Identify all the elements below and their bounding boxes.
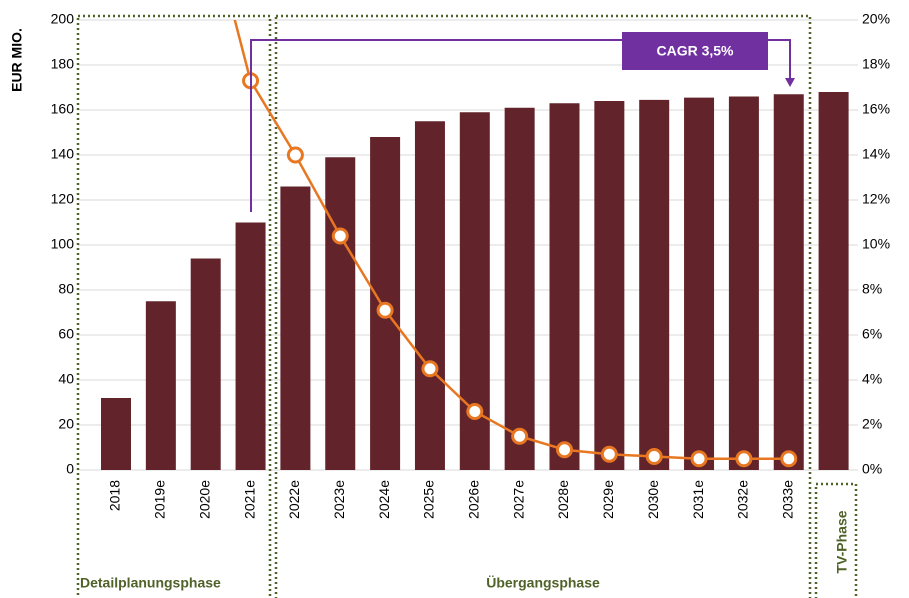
- line-marker: [780, 450, 798, 468]
- x-tick-label: 2027e: [510, 480, 526, 519]
- line-marker: [735, 450, 753, 468]
- bar: [190, 258, 221, 470]
- x-tick-label: 2024e: [376, 480, 392, 519]
- bar: [235, 222, 266, 470]
- y-tick-label: 160: [51, 101, 75, 117]
- x-tick-label: 2026e: [466, 480, 482, 519]
- bar: [414, 121, 445, 470]
- y2-tick-label: 2%: [862, 416, 882, 432]
- phase-box: [76, 14, 272, 598]
- bar: [684, 97, 715, 470]
- line-marker: [556, 441, 573, 459]
- line-marker: [286, 146, 304, 164]
- annotation: CAGR 3,5%: [656, 43, 734, 59]
- x-tick-label: 2032e: [735, 480, 751, 519]
- x-tick-label: 2025e: [421, 480, 437, 519]
- line-marker: [331, 227, 349, 245]
- y2-tick-label: 20%: [862, 11, 890, 27]
- x-tick-label: 2018: [107, 480, 123, 511]
- y-tick-label: 0: [66, 461, 74, 477]
- line-marker: [376, 301, 394, 319]
- bar: [280, 186, 311, 470]
- y2-tick-label: 16%: [862, 101, 890, 117]
- x-tick-label: 2028e: [555, 480, 571, 519]
- y-tick-label: 180: [51, 56, 75, 72]
- x-tick-label: 2022e: [286, 480, 302, 519]
- y2-tick-label: 4%: [862, 371, 882, 387]
- line-marker: [600, 445, 618, 463]
- line-marker: [511, 427, 529, 445]
- y-tick-label: 100: [51, 236, 75, 252]
- phase-box: [814, 482, 858, 598]
- bar: [728, 96, 759, 470]
- y2-tick-label: 8%: [862, 281, 882, 297]
- cagr-arrow: [785, 78, 795, 87]
- phase-label: Übergangsphase: [486, 575, 600, 591]
- x-tick-label: 2031e: [690, 480, 706, 519]
- y2-tick-label: 18%: [862, 56, 890, 72]
- y-tick-label: 20: [58, 416, 74, 432]
- line-marker: [690, 450, 708, 468]
- bar: [325, 157, 356, 470]
- phase-label: TV-Phase: [834, 510, 850, 573]
- y2-tick-label: 10%: [862, 236, 890, 252]
- phase-box: [274, 14, 812, 598]
- y2-tick-label: 0%: [862, 461, 882, 477]
- phase-label: Detailplanungsphase: [80, 575, 221, 591]
- y2-tick-label: 14%: [862, 146, 890, 162]
- y2-tick-label: 6%: [862, 326, 882, 342]
- line-marker: [645, 448, 663, 465]
- y-tick-label: 140: [51, 146, 75, 162]
- bar: [594, 101, 625, 470]
- bar: [818, 92, 849, 470]
- bar: [145, 301, 176, 470]
- y-tick-label: 60: [58, 326, 74, 342]
- x-tick-label: 2021e: [241, 480, 257, 519]
- cagr-bracket: [250, 39, 791, 212]
- y-axis-label: EUR MIO.: [9, 28, 25, 92]
- bar: [639, 99, 670, 470]
- x-tick-label: 2019e: [152, 480, 168, 519]
- x-tick-label: 2023e: [331, 480, 347, 519]
- bar: [504, 107, 535, 470]
- bar: [773, 94, 804, 470]
- x-tick-label: 2020e: [196, 480, 212, 519]
- bar: [101, 398, 131, 470]
- bar: [549, 103, 580, 470]
- x-tick-label: 2030e: [645, 480, 661, 519]
- line-marker: [421, 360, 439, 378]
- x-tick-label: 2029e: [600, 480, 616, 519]
- y-tick-label: 120: [51, 191, 75, 207]
- line-marker: [466, 403, 484, 420]
- y-tick-label: 200: [51, 11, 75, 27]
- annotation-box: [622, 32, 768, 70]
- y2-tick-label: 12%: [862, 191, 890, 207]
- y-tick-label: 40: [58, 371, 74, 387]
- x-tick-label: 2033e: [779, 480, 795, 519]
- y-tick-label: 80: [58, 281, 74, 297]
